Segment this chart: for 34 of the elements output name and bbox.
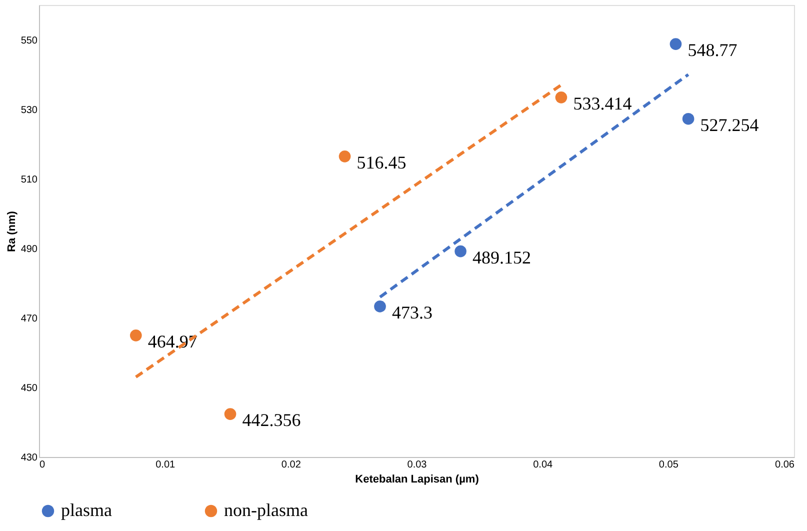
y-tick-label: 430 [20, 452, 38, 464]
y-tick-label: 470 [20, 313, 38, 324]
legend-label: non-plasma [224, 500, 308, 520]
data-label: 533.414 [573, 93, 632, 114]
data-label: 442.356 [242, 410, 301, 430]
x-tick-label: 0.03 [407, 460, 428, 470]
point [454, 245, 466, 258]
y-tick-label: 510 [20, 174, 38, 186]
point [130, 330, 142, 342]
data-label: 527.254 [700, 114, 759, 135]
y-axis-title: Ra (nm) [6, 210, 18, 252]
data-label: 473.3 [392, 302, 433, 322]
y-tick-label: 450 [20, 382, 38, 394]
data-label: 516.45 [356, 152, 406, 172]
x-tick-label: 0.06 [775, 460, 795, 470]
x-tick-label: 0.05 [658, 460, 679, 470]
y-tick-label: 490 [20, 244, 38, 255]
y-tick-label: 530 [20, 104, 38, 116]
point [224, 408, 236, 420]
point [555, 92, 568, 104]
point [374, 300, 386, 312]
data-label: 548.77 [688, 40, 738, 60]
point [682, 112, 694, 125]
point [338, 150, 351, 162]
data-label: 464.97 [148, 331, 198, 352]
x-axis-title: Ketebalan Lapisan (µm) [355, 474, 480, 486]
x-tick-label: 0.04 [533, 460, 553, 470]
y-tick-label: 550 [20, 35, 38, 46]
data-label: 489.152 [472, 247, 532, 268]
x-tick-label: 0.01 [156, 460, 176, 470]
x-tick-label: 0 [40, 460, 46, 470]
legend-label: plasma [61, 500, 112, 520]
x-tick-label: 0.02 [281, 460, 302, 470]
point [670, 38, 682, 50]
